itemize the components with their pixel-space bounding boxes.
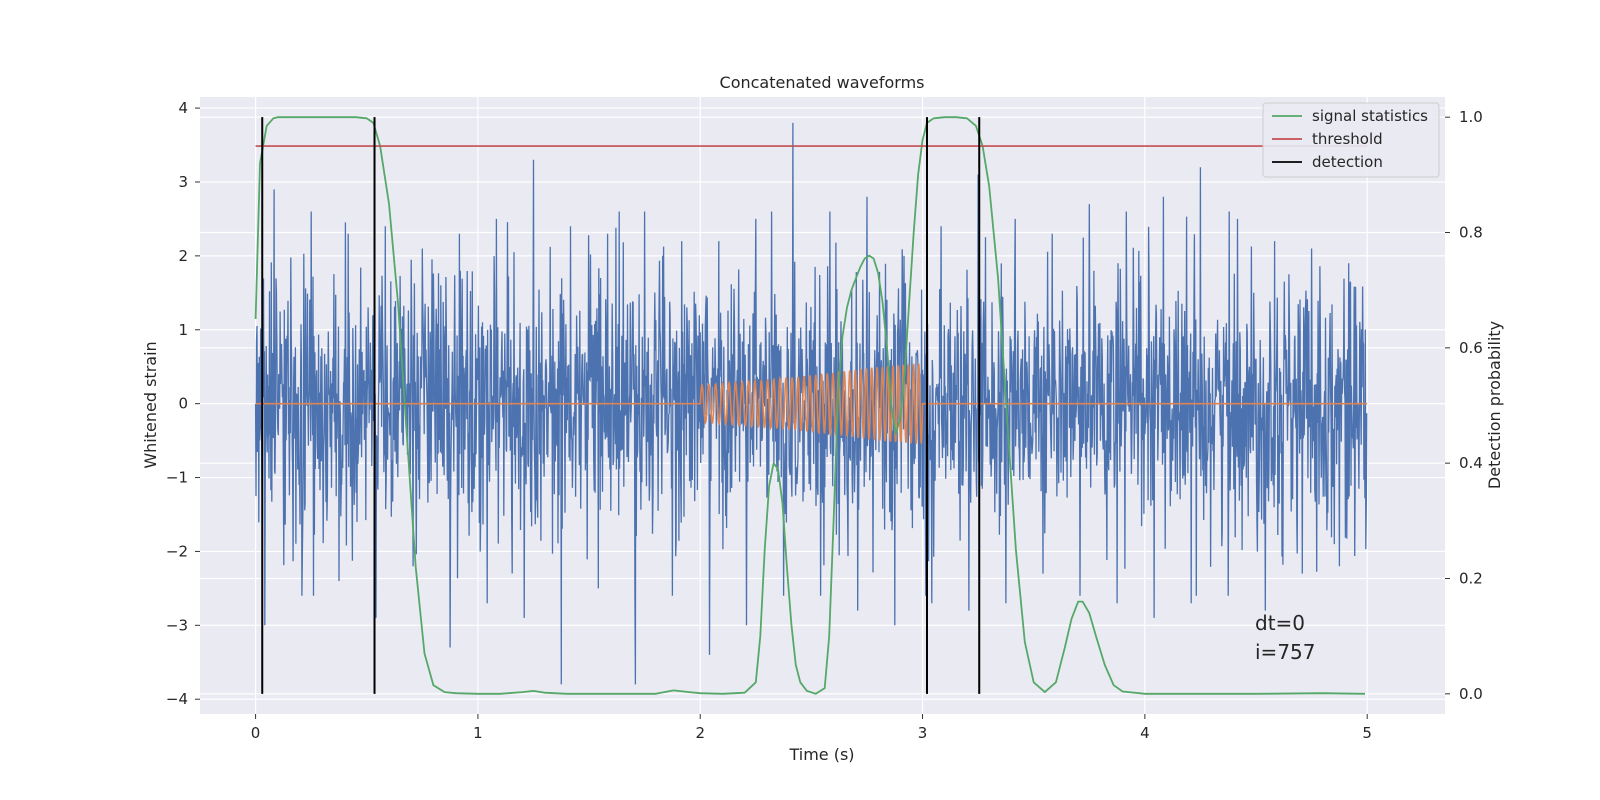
y2-tick-label: 0.0 (1459, 685, 1483, 703)
y-tick-label: 2 (178, 247, 188, 265)
legend-label-threshold: threshold (1312, 130, 1383, 148)
plot-area (254, 116, 1368, 695)
y2-tick-label: 1.0 (1459, 108, 1483, 126)
y-tick-label: 1 (178, 321, 188, 339)
legend-label-detection: detection (1312, 153, 1383, 171)
x-tick-label: 4 (1140, 724, 1150, 742)
y2-tick-label: 0.8 (1459, 224, 1483, 242)
y2-tick-label: 0.6 (1459, 339, 1483, 357)
x-tick-label: 5 (1362, 724, 1372, 742)
y2-tick-label: 0.2 (1459, 569, 1483, 587)
x-tick-label: 0 (251, 724, 261, 742)
x-tick-label: 2 (695, 724, 705, 742)
legend-box (1262, 102, 1440, 178)
y-tick-label: −3 (166, 616, 188, 634)
series-injected-signal-line (255, 363, 1368, 444)
y2-axis-title: Detection probability (1485, 321, 1504, 489)
annotation-index: i=757 (1255, 640, 1316, 664)
chart-title: Concatenated waveforms (720, 73, 925, 92)
series-strain-line (254, 122, 1368, 685)
tick-labels: 0 1 2 3 4 5 −4 −3 −2 −1 0 1 2 3 4 0.0 0.2 0.4 0.6 0.8 1.0 (166, 99, 1483, 742)
x-axis-title: Time (s) (788, 745, 854, 764)
y-tick-label: 3 (178, 173, 188, 191)
y-tick-label: 0 (178, 395, 188, 413)
y-tick-label: −4 (166, 690, 188, 708)
y-tick-label: −2 (166, 542, 188, 560)
annotation-dt: dt=0 (1255, 611, 1305, 635)
y-axis-title: Whitened strain (141, 341, 160, 468)
series-signal-statistics-line (254, 116, 1366, 695)
legend-label-signal-statistics: signal statistics (1312, 107, 1428, 125)
x-tick-label: 1 (473, 724, 483, 742)
legend: signal statistics threshold detection (1262, 102, 1440, 178)
y2-tick-label: 0.4 (1459, 454, 1483, 472)
x-tick-label: 3 (918, 724, 928, 742)
y-tick-label: 4 (178, 99, 188, 117)
y-tick-label: −1 (166, 469, 188, 487)
